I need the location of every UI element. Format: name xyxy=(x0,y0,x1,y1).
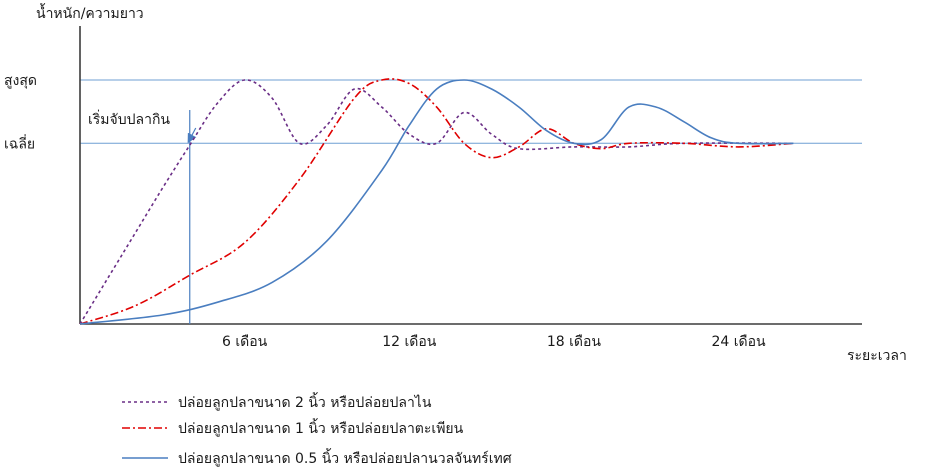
annotation-label: เริ่มจับปลากิน xyxy=(88,110,170,128)
x-tick-label-3: 24 เดือน xyxy=(711,334,766,350)
y-level-label-0: สูงสุด xyxy=(4,73,37,89)
legend-label-0: ปล่อยลูกปลาขนาด 2 นิ้ว หรือปล่อยปลาไน xyxy=(178,392,432,411)
legend: ปล่อยลูกปลาขนาด 2 นิ้ว หรือปล่อยปลาไนปล่… xyxy=(122,392,512,467)
x-axis-label: ระยะเวลา xyxy=(847,348,907,364)
legend-label-1: ปล่อยลูกปลาขนาด 1 นิ้ว หรือปล่อยปลาตะเพี… xyxy=(178,418,464,437)
series-line-2 xyxy=(79,79,794,325)
legend-label-2: ปล่อยลูกปลาขนาด 0.5 นิ้ว หรือปล่อยปลานวล… xyxy=(178,448,512,467)
y-axis-label: น้ำหนัก/ความยาว xyxy=(36,3,144,22)
annotation-arrow xyxy=(187,127,197,144)
axes xyxy=(79,26,862,325)
x-tick-label-0: 6 เดือน xyxy=(222,334,268,350)
x-tick-label-2: 18 เดือน xyxy=(547,334,602,350)
x-tick-label-1: 12 เดือน xyxy=(382,334,437,350)
series-line-1 xyxy=(79,78,794,325)
series-lines xyxy=(79,78,794,325)
series-line-0 xyxy=(79,79,794,325)
y-level-label-1: เฉลี่ย xyxy=(4,134,35,152)
x-tick-labels: 6 เดือน 12 เดือน 18 เดือน 24 เดือน xyxy=(222,334,766,350)
annotation-group: เริ่มจับปลากิน xyxy=(88,110,197,324)
